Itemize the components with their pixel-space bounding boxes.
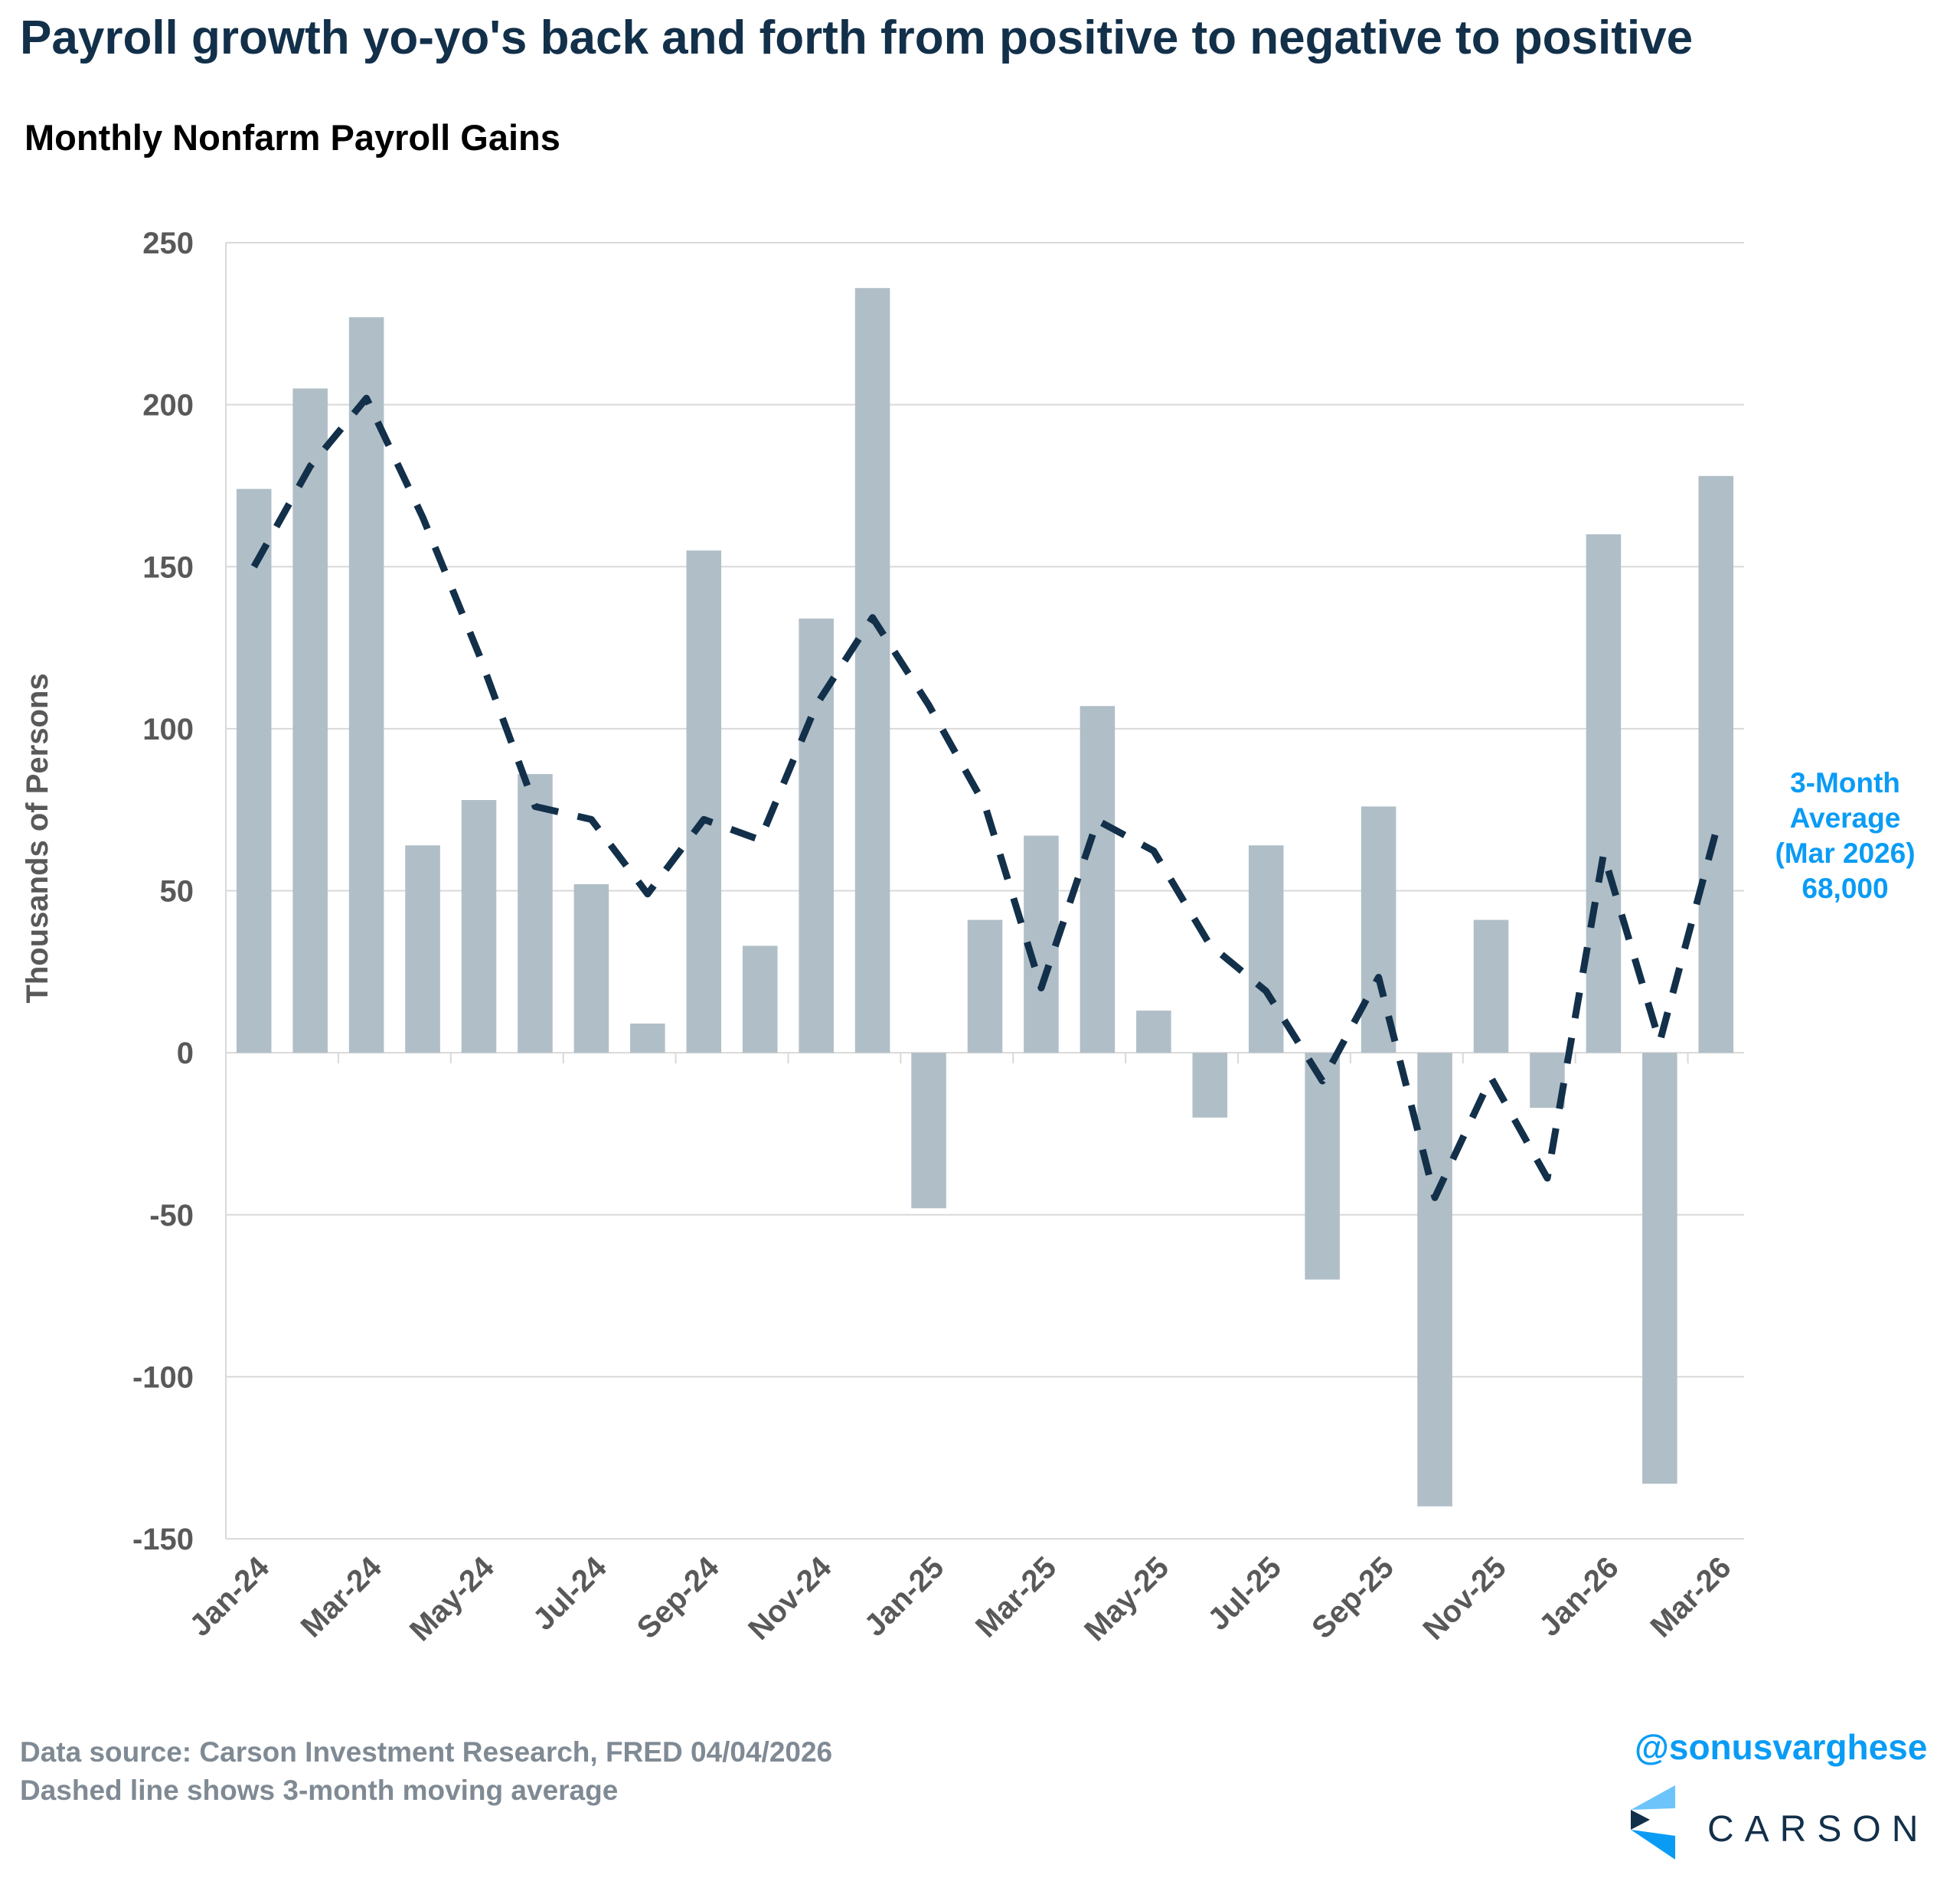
y-tick-label: 0	[177, 1037, 194, 1070]
bar-Dec-24	[854, 288, 890, 1053]
y-tick-label: 100	[142, 713, 194, 746]
y-tick-label: 250	[142, 227, 194, 260]
x-tick-label: Jan-25	[858, 1550, 951, 1643]
x-tick-label: Jul-25	[1201, 1550, 1288, 1637]
chart-subtitle: Monthly Nonfarm Payroll Gains	[24, 117, 560, 158]
y-axis-label: Thousands of Persons	[21, 673, 54, 1003]
y-tick-label: -100	[132, 1360, 194, 1394]
x-tick-label: Mar-26	[1644, 1550, 1737, 1644]
bar-Apr-24	[405, 845, 440, 1053]
bar-Mar-26	[1698, 475, 1734, 1053]
bar-Jan-24	[236, 488, 272, 1053]
x-tick-label: Jan-26	[1533, 1550, 1625, 1643]
bar-Jan-25	[911, 1053, 946, 1209]
annotation-value: 68,000	[1802, 873, 1889, 904]
bar-Sep-25	[1361, 806, 1396, 1053]
bar-Aug-24	[630, 1024, 665, 1053]
x-tick-label: May-24	[403, 1550, 501, 1648]
bar-Oct-25	[1417, 1053, 1452, 1507]
carson-logo-text: CARSON	[1707, 1809, 1929, 1850]
bar-Sep-24	[686, 550, 722, 1053]
bar-Jul-25	[1248, 845, 1284, 1053]
bar-Feb-26	[1642, 1053, 1677, 1484]
chart-title: Payroll growth yo-yo's back and forth fr…	[20, 11, 1694, 64]
y-tick-label: 200	[142, 389, 194, 423]
x-tick-label: Mar-24	[295, 1550, 389, 1644]
bar-Nov-25	[1473, 919, 1509, 1053]
bar-Feb-25	[967, 919, 1003, 1053]
x-tick-label: Jul-24	[527, 1550, 613, 1637]
annotation-line: (Mar 2026)	[1775, 838, 1916, 869]
bar-Apr-25	[1080, 706, 1116, 1053]
annotation-line: 3-Month	[1790, 767, 1900, 798]
footnote: Dashed line shows 3-month moving average	[20, 1775, 619, 1806]
bar-Jul-24	[573, 884, 609, 1053]
y-tick-label: 150	[142, 550, 194, 584]
average-annotation: 3-Month Average (Mar 2026) 68,000	[1753, 766, 1937, 906]
moving-average-line	[250, 394, 1720, 1201]
y-tick-label: -50	[149, 1199, 194, 1233]
bar-Jun-24	[518, 774, 553, 1053]
x-tick-label: Sep-24	[631, 1550, 726, 1645]
x-tick-label: Sep-25	[1305, 1550, 1400, 1645]
bar-Mar-24	[348, 317, 384, 1053]
bar-May-25	[1136, 1011, 1171, 1053]
annotation-line: Average	[1789, 802, 1901, 834]
author-handle: @sonusvarghese	[1635, 1727, 1928, 1767]
bar-Oct-24	[742, 945, 778, 1053]
x-tick-label: Nov-24	[742, 1550, 838, 1647]
x-tick-label: Mar-25	[969, 1550, 1063, 1644]
bar-May-24	[461, 799, 497, 1053]
bar-Jun-25	[1192, 1053, 1228, 1118]
carson-logo-icon	[1631, 1785, 1675, 1860]
bar-Aug-25	[1305, 1053, 1340, 1280]
data-source: Data source: Carson Investment Research,…	[20, 1736, 833, 1768]
bar-Feb-24	[292, 388, 328, 1053]
y-tick-label: -150	[132, 1523, 194, 1556]
x-tick-label: Nov-25	[1416, 1550, 1512, 1646]
x-tick-label: May-25	[1078, 1550, 1175, 1647]
y-tick-label: 50	[160, 875, 194, 909]
x-tick-label: Jan-24	[183, 1550, 276, 1643]
bar-Jan-26	[1586, 534, 1622, 1053]
